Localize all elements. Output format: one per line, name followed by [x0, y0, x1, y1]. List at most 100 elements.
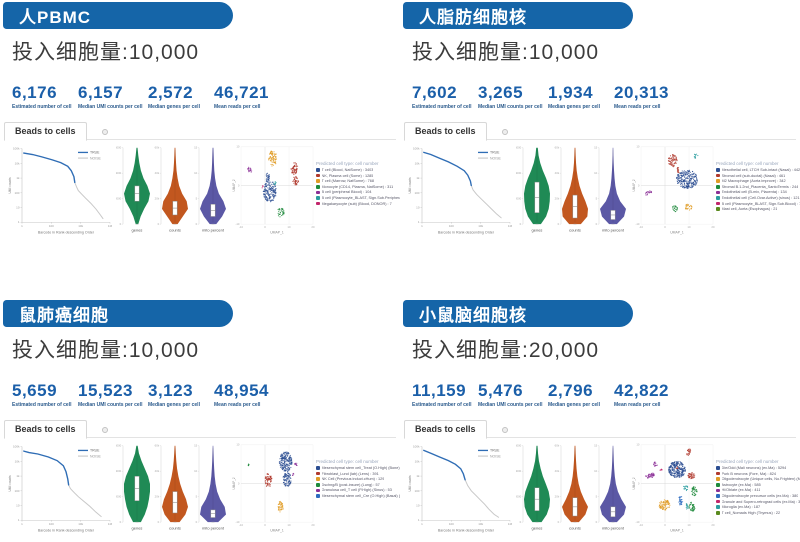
svg-text:1: 1	[421, 224, 423, 228]
quadrant-1: 人脂肪细胞核 投入细胞量:10,000 7,602 Estimated numb…	[400, 0, 800, 271]
svg-text:6000: 6000	[116, 146, 122, 150]
svg-text:10: 10	[236, 443, 240, 447]
svg-text:1k: 1k	[16, 176, 20, 180]
quadrant-0: 人PBMC 投入细胞量:10,000 6,176 Estimated numbe…	[0, 0, 400, 271]
umap-legend-item: NK Cell (Previous induct.cHum) : 129	[316, 477, 400, 481]
legend-swatch	[316, 483, 320, 487]
metric-label: Median UMI counts per cell	[78, 402, 143, 408]
svg-text:20k: 20k	[555, 495, 560, 499]
tab-beads-to-cells[interactable]: Beads to cells	[404, 420, 487, 439]
tab-bar: Beads to cells	[404, 121, 796, 141]
svg-text:genes: genes	[132, 526, 143, 531]
umap-legend-item: Stromal B.1.2nd_Placenta_SantoTermis : 2…	[716, 185, 800, 189]
svg-text:mito percent: mito percent	[602, 526, 625, 531]
umap-scatter: -10 0 10 20 10 0 -10 UMAP_1 UMAP_2	[232, 443, 315, 533]
umap-legend-item: Monocyte (CD14, Plasma, NatSome) : 311	[316, 185, 400, 189]
svg-text:40k: 40k	[155, 171, 160, 175]
svg-text:100: 100	[49, 522, 54, 526]
metric-median-genes: 1,934 Median genes per cell	[548, 83, 600, 110]
metric-mean-reads: 20,313 Mean reads per cell	[614, 83, 678, 110]
legend-swatch	[716, 466, 720, 470]
svg-text:UMAP_1: UMAP_1	[270, 231, 284, 235]
info-circle-icon[interactable]	[102, 129, 108, 135]
info-circle-icon[interactable]	[502, 129, 508, 135]
svg-text:10: 10	[687, 523, 691, 527]
umap-legend-item: Die/Odd (Mali neurons) (ex.Ma) : 5294	[716, 466, 800, 470]
umap-legend: Predicted cell type: cell number T cell …	[316, 161, 400, 207]
svg-text:0: 0	[158, 222, 160, 226]
tab-beads-to-cells[interactable]: Beads to cells	[404, 122, 487, 141]
info-circle-icon[interactable]	[102, 427, 108, 433]
tab-beads-to-cells[interactable]: Beads to cells	[4, 122, 87, 141]
umap-legend-item: Stromal cell (sub-ductal) (Nasal) : 461	[716, 174, 800, 178]
metric-label: Mean reads per cell	[214, 104, 261, 110]
legend-swatch	[716, 207, 720, 211]
svg-text:UMAP_1: UMAP_1	[670, 529, 684, 533]
umap-legend-item: Granule and Supero-retrograd cells (ex.M…	[716, 500, 800, 504]
tab-beads-to-cells[interactable]: Beads to cells	[4, 420, 87, 439]
legend-label: M2 Macrophage (Aorta improve) : 342	[721, 179, 786, 184]
charts-row: 100k 10k 1k 100 10 1 1 100 10k 1M TRUE NOISE Barcode…	[4, 143, 400, 245]
svg-text:5: 5	[596, 495, 598, 499]
svg-text:4000: 4000	[116, 171, 122, 175]
svg-text:0: 0	[558, 222, 560, 226]
svg-text:0: 0	[596, 520, 598, 524]
tab-bar: Beads to cells	[404, 419, 796, 439]
svg-text:40k: 40k	[555, 171, 560, 175]
umap-legend-item: Oligodendrocyte (Unique cells, No.Fright…	[716, 477, 800, 481]
svg-text:10: 10	[16, 504, 20, 508]
svg-text:20: 20	[311, 523, 315, 527]
metric-value: 11,159	[412, 381, 467, 400]
metrics-row: 11,159 Estimated number of cell 5,476 Me…	[412, 381, 692, 408]
legend-label: NK Cell (Previous induct.cHum) : 129	[321, 477, 385, 482]
charts-row: 100k 10k 1k 100 10 1 1 100 10k 1M TRUE NOISE Barcode…	[4, 441, 400, 542]
svg-text:genes: genes	[532, 228, 543, 233]
svg-text:0: 0	[664, 225, 666, 229]
section-title: 鼠肺癌细胞	[19, 306, 109, 325]
svg-text:Barcode in Rank-descending Ord: Barcode in Rank-descending Order	[38, 529, 95, 533]
metric-value: 20,313	[614, 83, 669, 102]
metric-median-umi: 6,157 Median UMI counts per cell	[78, 83, 143, 110]
svg-text:100k: 100k	[413, 445, 420, 449]
metric-label: Mean reads per cell	[614, 104, 661, 110]
svg-text:10: 10	[236, 145, 240, 149]
metric-label: Estimated number of cell	[412, 402, 472, 408]
svg-text:UMI counts: UMI counts	[8, 177, 12, 194]
svg-text:0: 0	[196, 222, 198, 226]
metric-label: Median UMI counts per cell	[478, 104, 543, 110]
svg-text:genes: genes	[532, 526, 543, 531]
legend-label: B cell (Plasmocyte_BLAST, Sign.Sub.Blood…	[721, 201, 800, 206]
svg-text:1k: 1k	[416, 474, 420, 478]
svg-text:Barcode in Rank-descending Ord: Barcode in Rank-descending Order	[438, 529, 495, 533]
umap-legend-item: Astrocyte (ex.Ma) : 585	[716, 483, 800, 487]
svg-text:0: 0	[558, 520, 560, 524]
svg-text:-10: -10	[235, 520, 240, 524]
svg-text:1M: 1M	[108, 522, 113, 526]
svg-text:60k: 60k	[155, 444, 160, 448]
svg-text:10: 10	[416, 504, 420, 508]
svg-text:-10: -10	[239, 225, 244, 229]
svg-text:TRUE: TRUE	[490, 449, 500, 453]
svg-text:0: 0	[264, 523, 266, 527]
svg-text:100: 100	[15, 191, 20, 195]
svg-text:TRUE: TRUE	[90, 151, 100, 155]
svg-text:10k: 10k	[15, 459, 20, 463]
svg-text:0: 0	[638, 481, 640, 485]
legend-swatch	[316, 190, 320, 195]
svg-text:0: 0	[196, 520, 198, 524]
umap-legend-title: Predicted cell type: cell number	[716, 459, 779, 464]
svg-text:2000: 2000	[116, 495, 122, 499]
info-circle-icon[interactable]	[502, 427, 508, 433]
svg-text:-10: -10	[235, 222, 240, 226]
svg-text:1M: 1M	[508, 522, 513, 526]
svg-text:6000: 6000	[116, 444, 122, 448]
metric-value: 5,659	[12, 381, 58, 400]
metric-estimated-cells: 6,176 Estimated number of cell	[12, 83, 71, 110]
svg-text:20: 20	[711, 523, 715, 527]
metric-estimated-cells: 5,659 Estimated number of cell	[12, 381, 71, 408]
metric-value: 46,721	[214, 83, 269, 102]
metric-label: Median UMI counts per cell	[78, 104, 143, 110]
tab-divider	[404, 437, 796, 438]
svg-text:TRUE: TRUE	[90, 449, 100, 453]
svg-text:20: 20	[711, 225, 715, 229]
